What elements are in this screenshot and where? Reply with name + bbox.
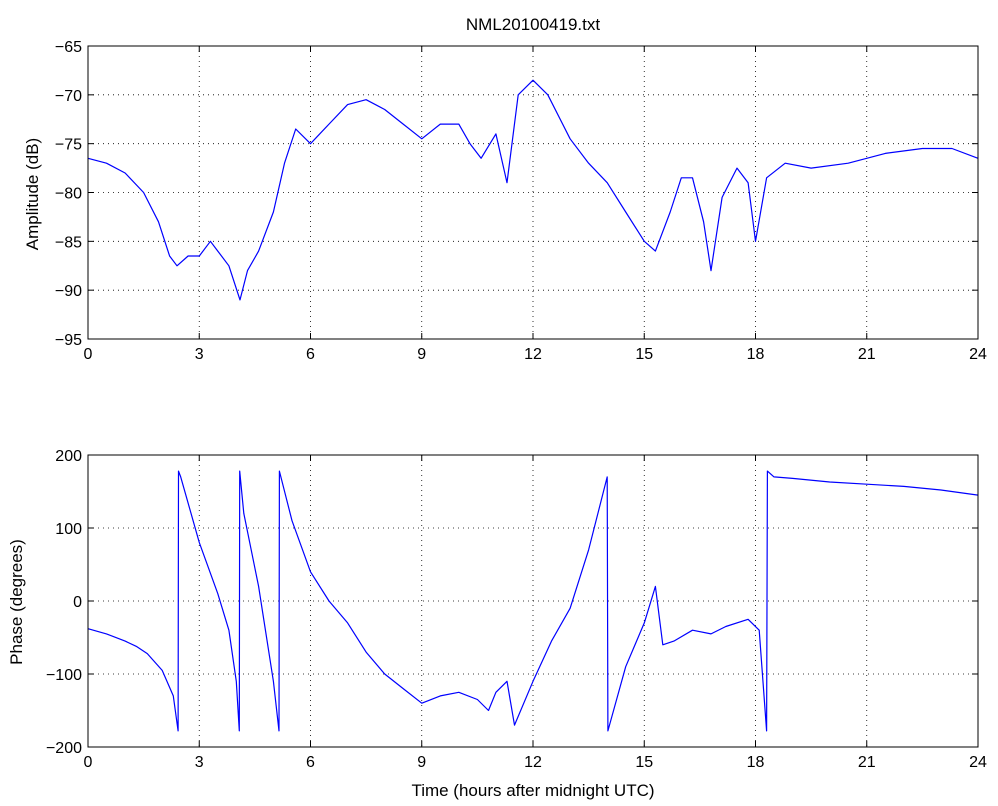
- amplitude-xtick-label-21: 21: [858, 346, 876, 363]
- phase-xtick-label-24: 24: [969, 754, 987, 771]
- phase-xtick-label-15: 15: [635, 754, 653, 771]
- amplitude-ytick-label--80: −80: [55, 186, 82, 203]
- amplitude-series-line-0: [87, 79, 979, 301]
- phase-ytick-label--100: −100: [46, 667, 82, 684]
- phase-xtick-label-18: 18: [747, 754, 765, 771]
- phase-ytick-label--200: −200: [46, 740, 82, 757]
- amplitude-xtick-label-9: 9: [417, 346, 426, 363]
- phase-x-label: Time (hours after midnight UTC): [411, 781, 654, 800]
- figure-title: NML20100419.txt: [466, 15, 600, 34]
- amplitude-ytick-label--65: −65: [55, 39, 82, 56]
- amplitude-xtick-label-12: 12: [524, 346, 542, 363]
- phase-xtick-label-0: 0: [84, 754, 93, 771]
- amplitude-ytick-label--95: −95: [55, 332, 82, 349]
- phase-xtick-label-21: 21: [858, 754, 876, 771]
- phase-xtick-label-12: 12: [524, 754, 542, 771]
- amplitude-xtick-label-6: 6: [306, 346, 315, 363]
- phase-series-line-0: [87, 470, 979, 732]
- phase-ytick-label-100: 100: [55, 521, 82, 538]
- amplitude-panel: 0 3 6 9 12 15 18 21 24 −95 −90 −85 −80 −75 −70 −65: [55, 39, 987, 363]
- amplitude-xtick-label-15: 15: [635, 346, 653, 363]
- phase-xtick-label-6: 6: [306, 754, 315, 771]
- phase-panel: 0 3 6 9 12 15 18 21 24 −200 −100 0 100 200: [46, 448, 987, 771]
- amplitude-ytick-label--90: −90: [55, 283, 82, 300]
- amplitude-xtick-label-24: 24: [969, 346, 987, 363]
- amplitude-ytick-label--85: −85: [55, 234, 82, 251]
- amplitude-ytick-label--75: −75: [55, 137, 82, 154]
- amplitude-xtick-label-0: 0: [84, 346, 93, 363]
- phase-y-label: Phase (degrees): [7, 539, 26, 665]
- phase-xtick-label-9: 9: [417, 754, 426, 771]
- phase-xtick-label-3: 3: [195, 754, 204, 771]
- phase-ytick-label-200: 200: [55, 448, 82, 465]
- amplitude-xtick-label-3: 3: [195, 346, 204, 363]
- amplitude-y-label: Amplitude (dB): [23, 138, 42, 250]
- amplitude-ytick-label--70: −70: [55, 88, 82, 105]
- phase-ytick-label-0: 0: [73, 594, 82, 611]
- amplitude-xtick-label-18: 18: [747, 346, 765, 363]
